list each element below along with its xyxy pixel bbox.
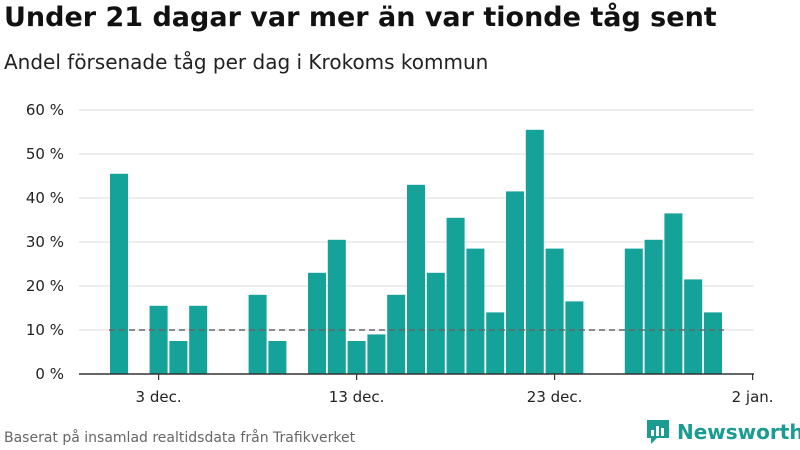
bar — [110, 173, 128, 374]
bar — [624, 248, 643, 374]
bar — [545, 248, 564, 374]
bar — [704, 312, 722, 374]
bar — [169, 341, 188, 374]
bar — [486, 312, 505, 374]
chart-title: Under 21 dagar var mer än var tionde tåg… — [4, 2, 717, 33]
x-tick-label: 23 dec. — [527, 388, 583, 406]
y-tick-label: 50 % — [26, 145, 64, 163]
brand-name: Newsworthy — [677, 420, 800, 444]
bar — [684, 279, 703, 374]
bar — [248, 294, 267, 374]
source-note: Baserat på insamlad realtidsdata från Tr… — [4, 430, 356, 446]
y-tick-label: 10 % — [26, 321, 64, 339]
axes: 0 % 10 % 20 % 30 % 40 % 50 % 60 % 3 dec. 13 dec.… — [26, 101, 774, 406]
chart-subtitle: Andel försenade tåg per dag i Krokoms ko… — [4, 50, 489, 74]
bar — [664, 213, 683, 374]
bar — [149, 305, 168, 374]
y-tick-label: 40 % — [26, 189, 64, 207]
bar — [565, 301, 584, 374]
bar — [367, 334, 386, 374]
newsworthy-logo-icon — [647, 420, 669, 444]
bar — [446, 217, 465, 374]
bar — [407, 184, 425, 374]
bar-chart: 0 % 10 % 20 % 30 % 40 % 50 % 60 % 3 dec. 13 dec.… — [26, 101, 774, 406]
bar — [466, 248, 485, 374]
bar — [644, 239, 663, 374]
brand: Newsworthy — [645, 418, 800, 446]
y-tick-label: 60 % — [26, 101, 64, 119]
y-tick-label: 30 % — [26, 233, 64, 251]
y-tick-label: 20 % — [26, 277, 64, 295]
x-tick-label: 3 dec. — [136, 388, 182, 406]
bar — [387, 294, 406, 374]
bar — [189, 305, 208, 374]
bar — [268, 341, 287, 374]
bars — [110, 129, 722, 374]
x-tick-label: 2 jan. — [732, 388, 774, 406]
bar — [426, 272, 445, 374]
bar — [506, 191, 524, 374]
y-tick-label: 0 % — [35, 365, 64, 383]
x-tick-label: 13 dec. — [329, 388, 385, 406]
bar — [525, 129, 544, 374]
bar — [327, 239, 346, 374]
bar — [308, 272, 326, 374]
bar — [347, 341, 366, 374]
